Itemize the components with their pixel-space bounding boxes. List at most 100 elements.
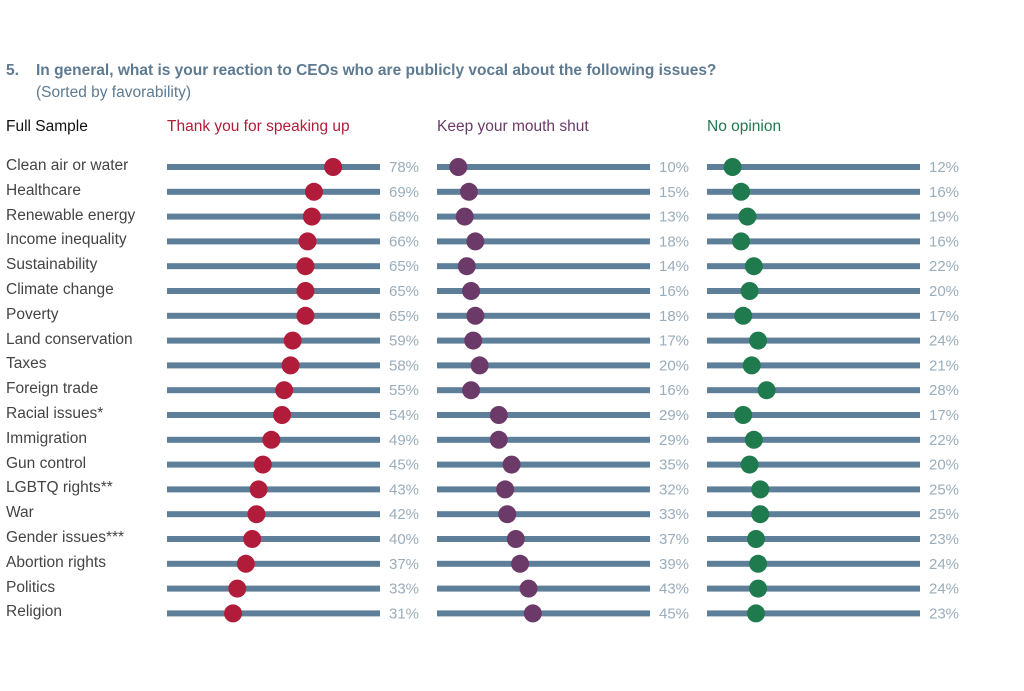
track-bar (707, 511, 920, 518)
data-point (459, 182, 478, 201)
track-bar (437, 461, 650, 468)
track-bar (707, 164, 920, 170)
value-label: 20% (929, 283, 959, 300)
data-point (732, 182, 751, 201)
value-label: 20% (929, 457, 959, 474)
value-label: 35% (659, 457, 689, 474)
value-label: 33% (659, 506, 689, 523)
track-bar (437, 585, 650, 592)
value-label: 42% (389, 506, 419, 523)
data-point (273, 406, 292, 424)
track-bar (167, 312, 380, 319)
category-label: Income inequality (6, 231, 127, 249)
value-label: 37% (389, 556, 419, 573)
value-label: 37% (659, 531, 689, 548)
value-label: 24% (929, 556, 959, 573)
data-point (449, 158, 468, 176)
track-bar (437, 362, 650, 369)
track-bar (707, 436, 920, 443)
value-label: 24% (929, 581, 959, 598)
track-bar (707, 610, 920, 617)
data-point (498, 505, 517, 524)
question-number: 5. (6, 62, 19, 79)
value-label: 13% (659, 209, 689, 226)
track-bar (707, 387, 920, 394)
category-label: Gender issues*** (6, 529, 125, 546)
track-bar (437, 436, 650, 443)
value-label: 14% (659, 258, 689, 275)
data-point (749, 331, 768, 350)
value-label: 33% (389, 581, 419, 598)
data-point (262, 430, 281, 449)
value-label: 16% (659, 283, 689, 300)
data-point (296, 257, 315, 276)
track-bar (167, 238, 380, 245)
data-point (746, 604, 765, 623)
value-label: 29% (659, 432, 689, 449)
data-point (740, 455, 759, 474)
category-label: War (6, 504, 34, 522)
value-label: 25% (929, 506, 959, 523)
data-point (302, 207, 321, 226)
data-point (457, 257, 476, 276)
track-bar (437, 312, 650, 319)
question-text: In general, what is your reaction to CEO… (36, 62, 717, 79)
track-bar (437, 164, 650, 170)
category-label: Climate change (6, 281, 114, 298)
value-label: 17% (929, 308, 959, 325)
series-header-no-opinion: No opinion (707, 118, 782, 135)
data-point (732, 232, 751, 251)
value-label: 23% (929, 531, 959, 548)
series-header-keep-quiet: Keep your mouth shut (437, 118, 589, 135)
category-label: Abortion rights (6, 553, 106, 571)
track-bar (437, 337, 650, 344)
value-label: 69% (389, 184, 419, 201)
track-bar (167, 585, 380, 592)
value-label: 21% (929, 357, 959, 374)
track-bar (167, 288, 380, 294)
value-label: 17% (929, 407, 959, 424)
value-label: 25% (929, 481, 959, 498)
value-label: 22% (929, 258, 959, 275)
value-label: 16% (929, 233, 959, 250)
value-label: 23% (929, 605, 959, 622)
data-point (281, 356, 300, 375)
category-label: Religion (6, 603, 63, 621)
data-point (744, 257, 763, 276)
value-label: 29% (659, 407, 689, 424)
category-label: Sustainability (6, 256, 98, 274)
data-point (466, 232, 485, 251)
value-label: 43% (659, 581, 689, 598)
track-bar (167, 610, 380, 617)
data-point (723, 158, 742, 176)
value-label: 66% (389, 233, 419, 250)
track-bar (167, 362, 380, 369)
data-point (462, 282, 481, 300)
value-label: 10% (659, 159, 689, 176)
value-label: 15% (659, 184, 689, 201)
data-point (455, 207, 474, 226)
value-label: 31% (389, 605, 419, 622)
value-label: 55% (389, 382, 419, 399)
track-bar (437, 238, 650, 245)
track-bar (707, 461, 920, 468)
value-label: 16% (929, 184, 959, 201)
data-point (298, 232, 317, 251)
track-bar (437, 188, 650, 195)
data-point (523, 604, 542, 623)
data-point (489, 406, 508, 424)
value-label: 12% (929, 159, 959, 176)
track-bar (707, 312, 920, 319)
track-bar (167, 164, 380, 170)
category-label: Politics (6, 578, 56, 596)
track-bar (167, 461, 380, 468)
value-label: 17% (659, 333, 689, 350)
value-label: 59% (389, 333, 419, 350)
value-label: 40% (389, 531, 419, 548)
track-bar (437, 536, 650, 542)
data-point (253, 455, 272, 474)
track-bar (437, 213, 650, 220)
track-bar (707, 288, 920, 294)
value-label: 65% (389, 283, 419, 300)
data-point (751, 480, 770, 499)
